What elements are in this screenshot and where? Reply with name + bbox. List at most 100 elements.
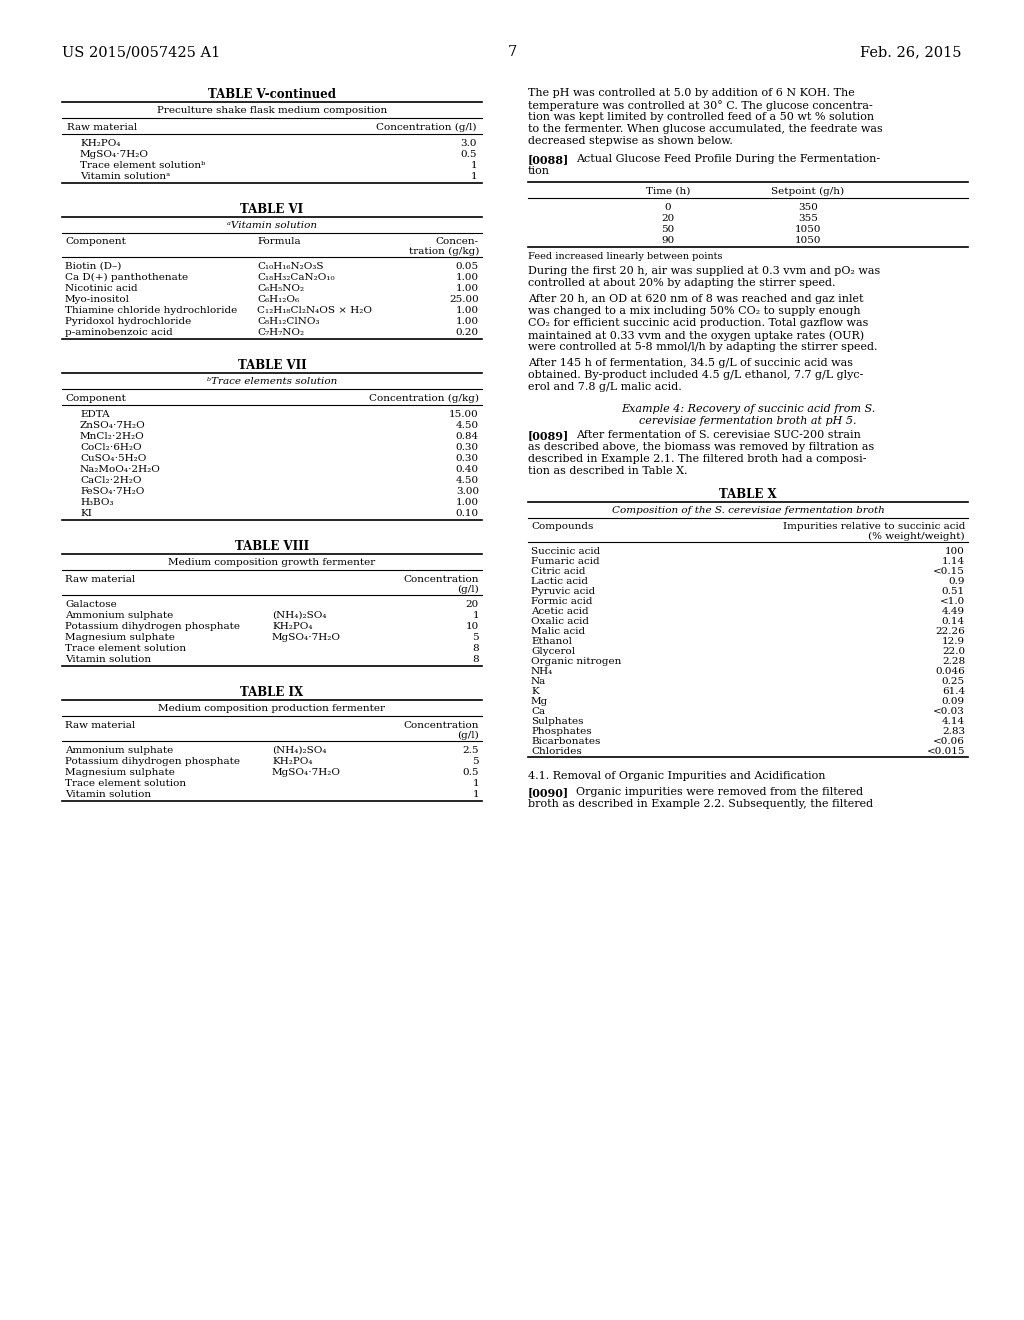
Text: 1050: 1050 xyxy=(795,236,821,246)
Text: Fumaric acid: Fumaric acid xyxy=(531,557,600,566)
Text: 2.5: 2.5 xyxy=(463,746,479,755)
Text: Succinic acid: Succinic acid xyxy=(531,546,600,556)
Text: Time (h): Time (h) xyxy=(646,187,690,195)
Text: Preculture shake flask medium composition: Preculture shake flask medium compositio… xyxy=(157,106,387,115)
Text: 4.50: 4.50 xyxy=(456,477,479,484)
Text: Example 4: Recovery of succinic acid from S.: Example 4: Recovery of succinic acid fro… xyxy=(621,404,876,414)
Text: 4.1. Removal of Organic Impurities and Acidification: 4.1. Removal of Organic Impurities and A… xyxy=(528,771,825,781)
Text: 3.00: 3.00 xyxy=(456,487,479,496)
Text: Biotin (D–): Biotin (D–) xyxy=(65,261,122,271)
Text: Setpoint (g/h): Setpoint (g/h) xyxy=(771,187,845,197)
Text: C₁₀H₁₆N₂O₃S: C₁₀H₁₆N₂O₃S xyxy=(257,261,324,271)
Text: Raw material: Raw material xyxy=(67,123,137,132)
Text: maintained at 0.33 vvm and the oxygen uptake rates (OUR): maintained at 0.33 vvm and the oxygen up… xyxy=(528,330,864,341)
Text: Na₂MoO₄⋅2H₂O: Na₂MoO₄⋅2H₂O xyxy=(80,465,161,474)
Text: K: K xyxy=(531,686,539,696)
Text: 7: 7 xyxy=(507,45,517,59)
Text: EDTA: EDTA xyxy=(80,411,110,418)
Text: Vitamin solution: Vitamin solution xyxy=(65,789,152,799)
Text: 0.14: 0.14 xyxy=(942,616,965,626)
Text: 0.5: 0.5 xyxy=(463,768,479,777)
Text: (g/l): (g/l) xyxy=(458,731,479,741)
Text: 1.00: 1.00 xyxy=(456,284,479,293)
Text: TABLE V-continued: TABLE V-continued xyxy=(208,88,336,102)
Text: Organic impurities were removed from the filtered: Organic impurities were removed from the… xyxy=(575,787,863,797)
Text: Trace element solutionᵇ: Trace element solutionᵇ xyxy=(80,161,205,170)
Text: Compounds: Compounds xyxy=(531,521,593,531)
Text: MgSO₄⋅7H₂O: MgSO₄⋅7H₂O xyxy=(272,768,341,777)
Text: were controlled at 5-8 mmol/l/h by adapting the stirrer speed.: were controlled at 5-8 mmol/l/h by adapt… xyxy=(528,342,878,352)
Text: 22.26: 22.26 xyxy=(935,627,965,636)
Text: controlled at about 20% by adapting the stirrer speed.: controlled at about 20% by adapting the … xyxy=(528,279,836,288)
Text: Component: Component xyxy=(65,238,126,246)
Text: Concentration (g/l): Concentration (g/l) xyxy=(377,123,477,132)
Text: The pH was controlled at 5.0 by addition of 6 N KOH. The: The pH was controlled at 5.0 by addition… xyxy=(528,88,855,98)
Text: Medium composition growth fermenter: Medium composition growth fermenter xyxy=(168,558,376,568)
Text: Glycerol: Glycerol xyxy=(531,647,575,656)
Text: Ca D(+) panthothenate: Ca D(+) panthothenate xyxy=(65,273,188,282)
Text: NH₄: NH₄ xyxy=(531,667,553,676)
Text: 10: 10 xyxy=(466,622,479,631)
Text: ᵇTrace elements solution: ᵇTrace elements solution xyxy=(207,378,337,385)
Text: tration (g/kg): tration (g/kg) xyxy=(409,247,479,256)
Text: <0.03: <0.03 xyxy=(933,708,965,715)
Text: 0.40: 0.40 xyxy=(456,465,479,474)
Text: Sulphates: Sulphates xyxy=(531,717,584,726)
Text: 4.14: 4.14 xyxy=(942,717,965,726)
Text: Trace element solution: Trace element solution xyxy=(65,644,186,653)
Text: ᵃVitamin solution: ᵃVitamin solution xyxy=(227,220,317,230)
Text: <0.06: <0.06 xyxy=(933,737,965,746)
Text: 4.49: 4.49 xyxy=(942,607,965,616)
Text: 1.14: 1.14 xyxy=(942,557,965,566)
Text: Organic nitrogen: Organic nitrogen xyxy=(531,657,622,667)
Text: 5: 5 xyxy=(472,634,479,642)
Text: Concen-: Concen- xyxy=(436,238,479,246)
Text: tion as described in Table X.: tion as described in Table X. xyxy=(528,466,687,477)
Text: 1: 1 xyxy=(472,611,479,620)
Text: C₇H₇NO₂: C₇H₇NO₂ xyxy=(257,327,304,337)
Text: After fermentation of S. cerevisiae SUC-200 strain: After fermentation of S. cerevisiae SUC-… xyxy=(575,430,861,440)
Text: Nicotinic acid: Nicotinic acid xyxy=(65,284,137,293)
Text: (% weight/weight): (% weight/weight) xyxy=(868,532,965,541)
Text: Formula: Formula xyxy=(257,238,301,246)
Text: tion was kept limited by controlled feed of a 50 wt % solution: tion was kept limited by controlled feed… xyxy=(528,112,874,121)
Text: 22.0: 22.0 xyxy=(942,647,965,656)
Text: 25.00: 25.00 xyxy=(450,294,479,304)
Text: Ammonium sulphate: Ammonium sulphate xyxy=(65,611,173,620)
Text: Ammonium sulphate: Ammonium sulphate xyxy=(65,746,173,755)
Text: Concentration: Concentration xyxy=(403,576,479,583)
Text: <1.0: <1.0 xyxy=(940,597,965,606)
Text: [0089]: [0089] xyxy=(528,430,569,441)
Text: Pyridoxol hydrochloride: Pyridoxol hydrochloride xyxy=(65,317,191,326)
Text: 0.51: 0.51 xyxy=(942,587,965,597)
Text: 0.09: 0.09 xyxy=(942,697,965,706)
Text: 3.0: 3.0 xyxy=(461,139,477,148)
Text: 0.10: 0.10 xyxy=(456,510,479,517)
Text: CO₂ for efficient succinic acid production. Total gazflow was: CO₂ for efficient succinic acid producti… xyxy=(528,318,868,327)
Text: 90: 90 xyxy=(662,236,675,246)
Text: KH₂PO₄: KH₂PO₄ xyxy=(272,756,312,766)
Text: 1: 1 xyxy=(472,779,479,788)
Text: 12.9: 12.9 xyxy=(942,638,965,645)
Text: 0.046: 0.046 xyxy=(935,667,965,676)
Text: After 145 h of fermentation, 34.5 g/L of succinic acid was: After 145 h of fermentation, 34.5 g/L of… xyxy=(528,358,853,368)
Text: 2.28: 2.28 xyxy=(942,657,965,667)
Text: Feb. 26, 2015: Feb. 26, 2015 xyxy=(860,45,962,59)
Text: C₁₈H₃₂CaN₂O₁₀: C₁₈H₃₂CaN₂O₁₀ xyxy=(257,273,335,282)
Text: Impurities relative to succinic acid: Impurities relative to succinic acid xyxy=(782,521,965,531)
Text: Component: Component xyxy=(65,393,126,403)
Text: 0.30: 0.30 xyxy=(456,444,479,451)
Text: CaCl₂⋅2H₂O: CaCl₂⋅2H₂O xyxy=(80,477,141,484)
Text: Bicarbonates: Bicarbonates xyxy=(531,737,600,746)
Text: TABLE VII: TABLE VII xyxy=(238,359,306,372)
Text: p-aminobenzoic acid: p-aminobenzoic acid xyxy=(65,327,173,337)
Text: TABLE X: TABLE X xyxy=(719,488,777,502)
Text: 5: 5 xyxy=(472,756,479,766)
Text: 4.50: 4.50 xyxy=(456,421,479,430)
Text: (NH₄)₂SO₄: (NH₄)₂SO₄ xyxy=(272,746,327,755)
Text: Magnesium sulphate: Magnesium sulphate xyxy=(65,768,175,777)
Text: H₃BO₃: H₃BO₃ xyxy=(80,498,114,507)
Text: 1.00: 1.00 xyxy=(456,498,479,507)
Text: KH₂PO₄: KH₂PO₄ xyxy=(272,622,312,631)
Text: obtained. By-product included 4.5 g/L ethanol, 7.7 g/L glyc-: obtained. By-product included 4.5 g/L et… xyxy=(528,370,863,380)
